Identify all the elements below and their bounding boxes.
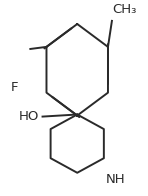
Text: NH: NH	[106, 172, 125, 185]
Text: F: F	[11, 81, 18, 94]
Text: CH₃: CH₃	[112, 3, 136, 16]
Text: HO: HO	[19, 110, 39, 123]
